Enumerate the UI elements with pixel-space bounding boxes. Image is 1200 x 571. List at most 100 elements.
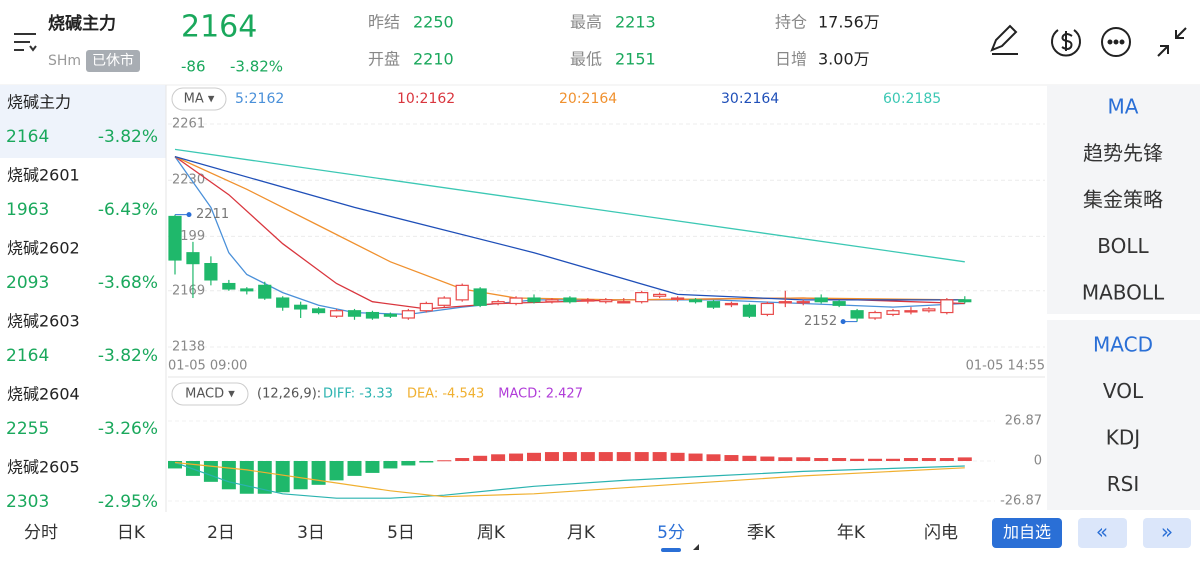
candle-body [240,288,254,292]
watch-price: 2255 [6,419,49,439]
candle-body [509,297,523,305]
macd-bar [742,455,757,461]
stat-label: 昨结 [368,13,400,32]
header-icons [990,24,1187,57]
next-button[interactable] [1143,518,1191,548]
macd-bar [491,454,506,461]
macd-bar [688,453,703,461]
ma-line [174,148,965,263]
candle-body [258,284,272,299]
stat-label: 最高 [570,13,602,32]
macd-bar [832,458,847,461]
macd-bar [203,461,218,482]
macd-bar [383,461,398,469]
macd-bar [168,461,182,469]
currency-icon[interactable] [1051,29,1081,57]
candle-body [204,263,218,281]
watch-change: -3.82% [98,346,158,366]
ma-legend: 30:2164 [721,91,779,107]
main-indicator[interactable]: BOLL [1097,234,1149,258]
macd-bar [903,458,918,461]
macd-bar [886,458,900,461]
macd-bar [437,460,452,462]
prev-button[interactable] [1078,518,1127,548]
stat-value: 2151 [615,50,656,69]
period-tab[interactable]: 3日 [297,523,325,543]
candle-body [796,301,810,304]
main-indicator[interactable]: 集金策略 [1083,188,1163,212]
macd-legend: MACD: 2.427 [498,387,583,402]
candle-body [527,297,541,303]
candle-body [688,299,703,303]
y-tick-label: 2138 [172,340,205,355]
period-tab[interactable]: 分时 [24,523,58,543]
status-badge [86,50,140,72]
period-tab[interactable]: 5日 [387,523,415,543]
candle-body [545,299,559,303]
watch-price: 2093 [6,273,49,293]
candle-body [383,313,397,317]
candle-body [886,310,900,315]
candle-body [491,301,505,305]
macd-bar [473,455,488,461]
tab-dropdown-icon [693,544,699,550]
macd-bar [796,457,811,461]
ma-selector[interactable] [171,87,227,111]
ma-legend: 20:2164 [559,91,617,107]
watch-price: 2164 [6,127,49,147]
watchlist: 烧碱主力 2164 -3.82% 烧碱2601 1963 -6.43% 烧碱2602 2093… [6,93,158,513]
watch-name: 烧碱2604 [7,385,80,404]
macd-params: (12,26,9): [257,387,321,402]
period-tab[interactable]: 季K [747,523,776,543]
sub-indicator[interactable]: KDJ [1106,426,1140,450]
macd-bar [509,453,524,461]
collapse-icon[interactable] [1157,27,1187,57]
macd-bar [616,452,631,461]
last-price: 2164 [181,10,257,45]
macd-selector[interactable] [171,382,249,406]
period-tab[interactable]: 2日 [207,523,235,543]
y-tick-label: 0 [1034,454,1042,469]
stat-value: 3.00万 [818,50,870,69]
macd-legend: DEA: -4.543 [407,387,484,402]
main-indicator[interactable]: 趋势先锋 [1083,141,1163,165]
stat-label: 最低 [570,50,602,69]
max-dot [186,212,192,218]
menu-icon[interactable] [14,33,37,52]
add-watch-button[interactable] [992,518,1062,548]
macd-bar [760,456,775,461]
macd-bar [455,458,470,461]
more-icon[interactable] [1101,27,1131,57]
macd-bar [921,458,936,461]
period-tab[interactable]: 年K [837,523,866,543]
candle-body [437,297,451,306]
main-indicator[interactable]: MA [1108,95,1139,119]
draw-icon[interactable] [990,24,1018,55]
watch-name: 烧碱2603 [7,312,80,331]
max-label: 2211 [196,207,229,222]
period-tab[interactable]: 周K [477,523,506,543]
candle-body [635,292,649,303]
candle-body [832,301,846,306]
main-indicator[interactable]: MABOLL [1082,281,1165,305]
sub-indicator[interactable]: VOL [1103,379,1144,403]
candle-body [850,310,864,319]
candle-body [401,310,415,319]
sub-indicator[interactable]: RSI [1107,472,1140,496]
period-tab[interactable]: 日K [117,523,146,543]
candle-body [276,297,290,308]
macd-bar [778,457,793,461]
macd-bar [221,461,236,490]
sub-indicator[interactable]: MACD [1093,333,1153,357]
period-tab[interactable]: 闪电 [924,523,958,543]
min-dot [840,319,846,325]
candle-body [473,288,487,306]
macd-bar [939,458,954,461]
period-tab[interactable]: 5分 [657,523,685,543]
watch-change: -6.43% [98,200,158,220]
period-tab[interactable]: 月K [567,523,596,543]
sub-indicator-panel [1047,320,1200,510]
macd-bar [329,461,344,481]
